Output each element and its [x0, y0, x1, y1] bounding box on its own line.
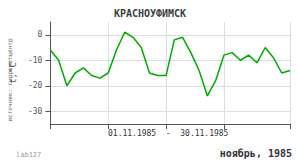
svg-text:-30: -30 [28, 107, 43, 116]
svg-text:t,°C: t,°C [8, 62, 18, 84]
svg-text:0: 0 [38, 30, 43, 39]
svg-text:-20: -20 [28, 81, 43, 90]
svg-text:-10: -10 [28, 56, 43, 65]
svg-text:lab127: lab127 [16, 151, 41, 159]
svg-text:источник: гидрометцентр: источник: гидрометцентр [5, 38, 13, 122]
svg-text:ноябрь, 1985: ноябрь, 1985 [220, 148, 292, 159]
svg-text:01.11.1985 - 30.11.1985: 01.11.1985 - 30.11.1985 [108, 129, 229, 138]
svg-text:КРАСНОУФИМСК: КРАСНОУФИМСК [114, 8, 186, 19]
